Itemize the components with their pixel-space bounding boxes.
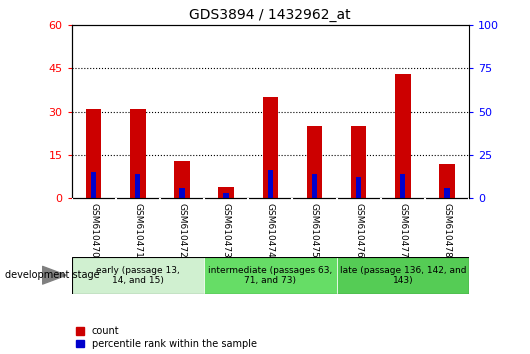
Bar [444, 188, 449, 198]
Bar [130, 109, 146, 198]
Text: GSM610470: GSM610470 [89, 203, 98, 258]
Text: GSM610476: GSM610476 [354, 203, 363, 258]
Bar [86, 109, 101, 198]
Bar [395, 74, 411, 198]
Bar [218, 187, 234, 198]
Text: GSM610474: GSM610474 [266, 203, 275, 258]
Bar [224, 193, 229, 198]
Bar [91, 172, 96, 198]
Bar [268, 171, 273, 198]
Text: GSM610472: GSM610472 [178, 203, 187, 258]
Text: early (passage 13,
14, and 15): early (passage 13, 14, and 15) [96, 266, 180, 285]
Legend: count, percentile rank within the sample: count, percentile rank within the sample [76, 326, 257, 349]
Title: GDS3894 / 1432962_at: GDS3894 / 1432962_at [190, 8, 351, 22]
Bar [439, 164, 455, 198]
Text: late (passage 136, 142, and
143): late (passage 136, 142, and 143) [340, 266, 466, 285]
Bar [174, 161, 190, 198]
Bar [400, 174, 405, 198]
Text: intermediate (passages 63,
71, and 73): intermediate (passages 63, 71, and 73) [208, 266, 332, 285]
Bar [307, 126, 322, 198]
Text: GSM610475: GSM610475 [310, 203, 319, 258]
Bar [337, 257, 469, 294]
Polygon shape [42, 266, 66, 284]
Text: GSM610478: GSM610478 [443, 203, 452, 258]
Text: GSM610477: GSM610477 [399, 203, 407, 258]
Bar [356, 177, 361, 198]
Bar [72, 257, 204, 294]
Bar [204, 257, 337, 294]
Text: GSM610471: GSM610471 [134, 203, 142, 258]
Bar [135, 174, 140, 198]
Bar [262, 97, 278, 198]
Text: development stage: development stage [5, 270, 100, 280]
Bar [312, 174, 317, 198]
Bar [351, 126, 366, 198]
Bar [179, 188, 184, 198]
Text: GSM610473: GSM610473 [222, 203, 231, 258]
